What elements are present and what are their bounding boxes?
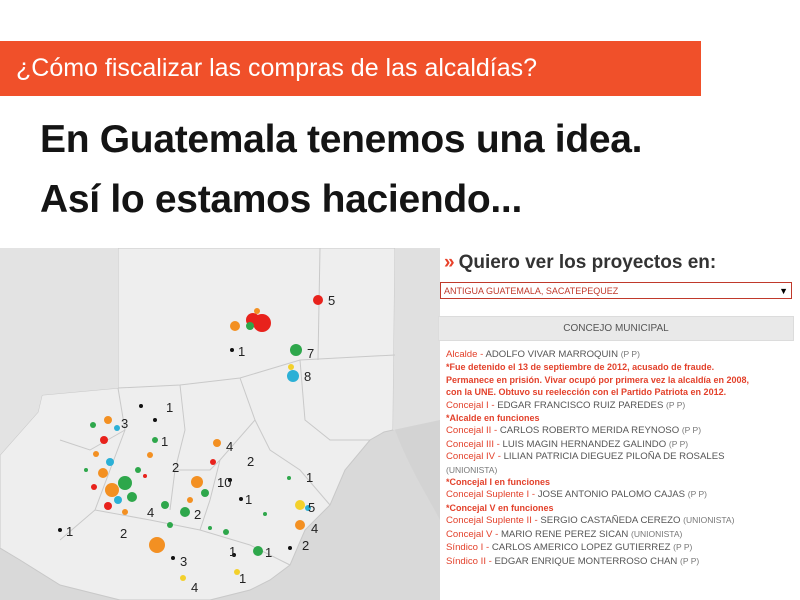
council-note: *Alcalde en funciones <box>446 413 540 424</box>
map-label: 1 <box>229 544 236 559</box>
question-banner: ¿Cómo fiscalizar las compras de las alca… <box>0 41 701 96</box>
map-label: 4 <box>311 521 318 536</box>
map-label: 3 <box>180 554 187 569</box>
council-row: Concejal III - LUIS MAGIN HERNANDEZ GALI… <box>446 438 689 450</box>
municipality-select[interactable]: ANTIGUA GUATEMALA, SACATEPEQUEZ ▼ <box>440 282 792 299</box>
map-label: 3 <box>121 416 128 431</box>
map-label: 1 <box>166 400 173 415</box>
council-note: *Concejal V en funciones <box>446 502 554 513</box>
map-label: 4 <box>226 439 233 454</box>
double-chevron-icon: » <box>444 252 455 273</box>
council-party: (UNIONISTA) <box>446 464 498 475</box>
council-note: con la UNE. Obtuvo su reelección con el … <box>446 387 727 398</box>
council-row: Concejal IV - LILIAN PATRICIA DIEGUEZ PI… <box>446 451 725 463</box>
map-label: 7 <box>307 346 314 361</box>
department-borders <box>59 248 396 566</box>
map-count-labels: 5 1 7 8 1 3 1 4 2 2 1 10 1 5 4 2 3 1 4 1… <box>66 293 335 595</box>
map-label: 1 <box>238 344 245 359</box>
council-row: Concejal Suplente II - SERGIO CASTAÑEDA … <box>446 515 735 527</box>
map-label: 1 <box>245 492 252 507</box>
council-row: Alcalde - ADOLFO VIVAR MARROQUIN (P P) <box>446 349 640 360</box>
guatemala-projects-map[interactable]: 5 1 7 8 1 3 1 4 2 2 1 10 1 5 4 2 3 1 4 1… <box>0 248 440 600</box>
map-label: 5 <box>308 500 315 515</box>
council-row: Concejal V - MARIO RENE PEREZ SICAN (UNI… <box>446 528 683 540</box>
map-label: 4 <box>147 505 154 520</box>
headline-line-2: Así lo estamos haciendo... <box>40 178 523 221</box>
project-filter-title: » Quiero ver los proyectos en: <box>444 252 716 274</box>
council-note: *Concejal I en funciones <box>446 477 551 488</box>
council-row: Concejal II - CARLOS ROBERTO MERIDA REYN… <box>446 425 702 437</box>
map-label: 2 <box>302 538 309 553</box>
council-note: Permanece en prisión. Vivar ocupó por pr… <box>446 374 749 385</box>
mexico-area <box>0 248 118 455</box>
tab-concejo-municipal[interactable]: CONCEJO MUNICIPAL <box>438 316 794 341</box>
map-label: 1 <box>265 545 272 560</box>
map-label: 1 <box>239 571 246 586</box>
council-list: Alcalde - ADOLFO VIVAR MARROQUIN (P P) *… <box>446 348 798 568</box>
council-row: Síndico II - EDGAR ENRIQUE MONTERROSO CH… <box>446 555 700 567</box>
map-label: 2 <box>247 454 254 469</box>
project-markers[interactable] <box>58 295 323 581</box>
map-label: 2 <box>172 460 179 475</box>
map-label: 1 <box>306 470 313 485</box>
map-label: 5 <box>328 293 335 308</box>
dropdown-arrow-icon[interactable]: ▼ <box>779 286 788 296</box>
council-row: Concejal Suplente I - JOSE ANTONIO PALOM… <box>446 489 707 501</box>
council-row: Concejal I - EDGAR FRANCISCO RUIZ PAREDE… <box>446 399 686 411</box>
council-note: *Fue detenido el 13 de septiembre de 201… <box>446 362 715 373</box>
guatemala-land <box>0 248 396 600</box>
project-filter-label: Quiero ver los proyectos en: <box>458 252 717 273</box>
council-row: Síndico I - CARLOS AMERICO LOPEZ GUTIERR… <box>446 542 693 554</box>
map-label: 10 <box>217 475 231 490</box>
map-label: 8 <box>304 369 311 384</box>
map-label: 4 <box>191 580 198 595</box>
map-label: 2 <box>194 507 201 522</box>
headline-line-1: En Guatemala tenemos una idea. <box>40 118 643 161</box>
map-label: 1 <box>66 524 73 539</box>
map-label: 1 <box>161 434 168 449</box>
belize-area <box>393 248 440 430</box>
municipality-select-value: ANTIGUA GUATEMALA, SACATEPEQUEZ <box>444 286 619 296</box>
map-label: 2 <box>120 526 127 541</box>
